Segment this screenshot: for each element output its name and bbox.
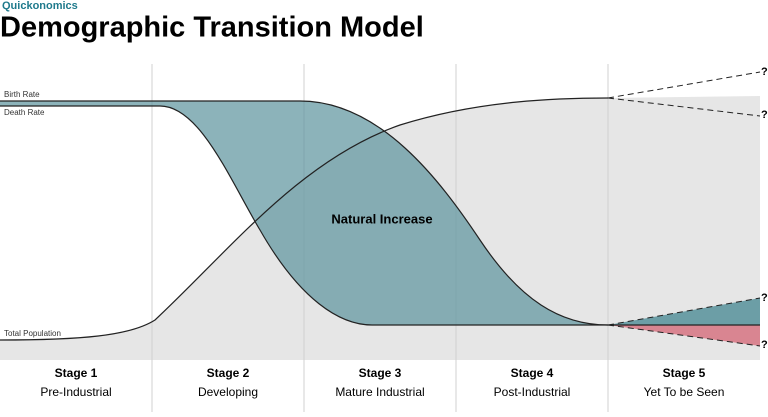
unknown-mark: ? [761,339,768,351]
brand: Quickonomics [2,0,78,12]
death-rate-label: Death Rate [4,108,45,117]
natural-increase-label: Natural Increase [331,211,432,226]
population-line [0,97,609,341]
birth-rate-line [0,100,609,326]
unknown-mark: ? [761,109,768,121]
population-label: Total Population [4,329,61,338]
title: Demographic Transition Model [0,12,424,44]
stage-name: Stage 1 [55,366,98,380]
stage-name: Stage 2 [207,366,250,380]
stage-name: Stage 5 [663,366,706,380]
stage-description: Pre-Industrial [40,385,111,399]
stage-name: Stage 3 [359,366,402,380]
stage5-dashes [607,71,761,347]
unknown-mark: ? [761,66,768,78]
birth-rate-label: Birth Rate [4,90,40,99]
natural-increase-area [0,101,608,325]
stage-description: Post-Industrial [494,385,571,399]
death-rate-line [0,105,608,326]
stage-description: Mature Industrial [335,385,424,399]
stage-name: Stage 4 [511,366,554,380]
unknown-mark: ? [761,292,768,304]
stage-description: Yet To be Seen [644,385,725,399]
stage-description: Developing [198,385,258,399]
